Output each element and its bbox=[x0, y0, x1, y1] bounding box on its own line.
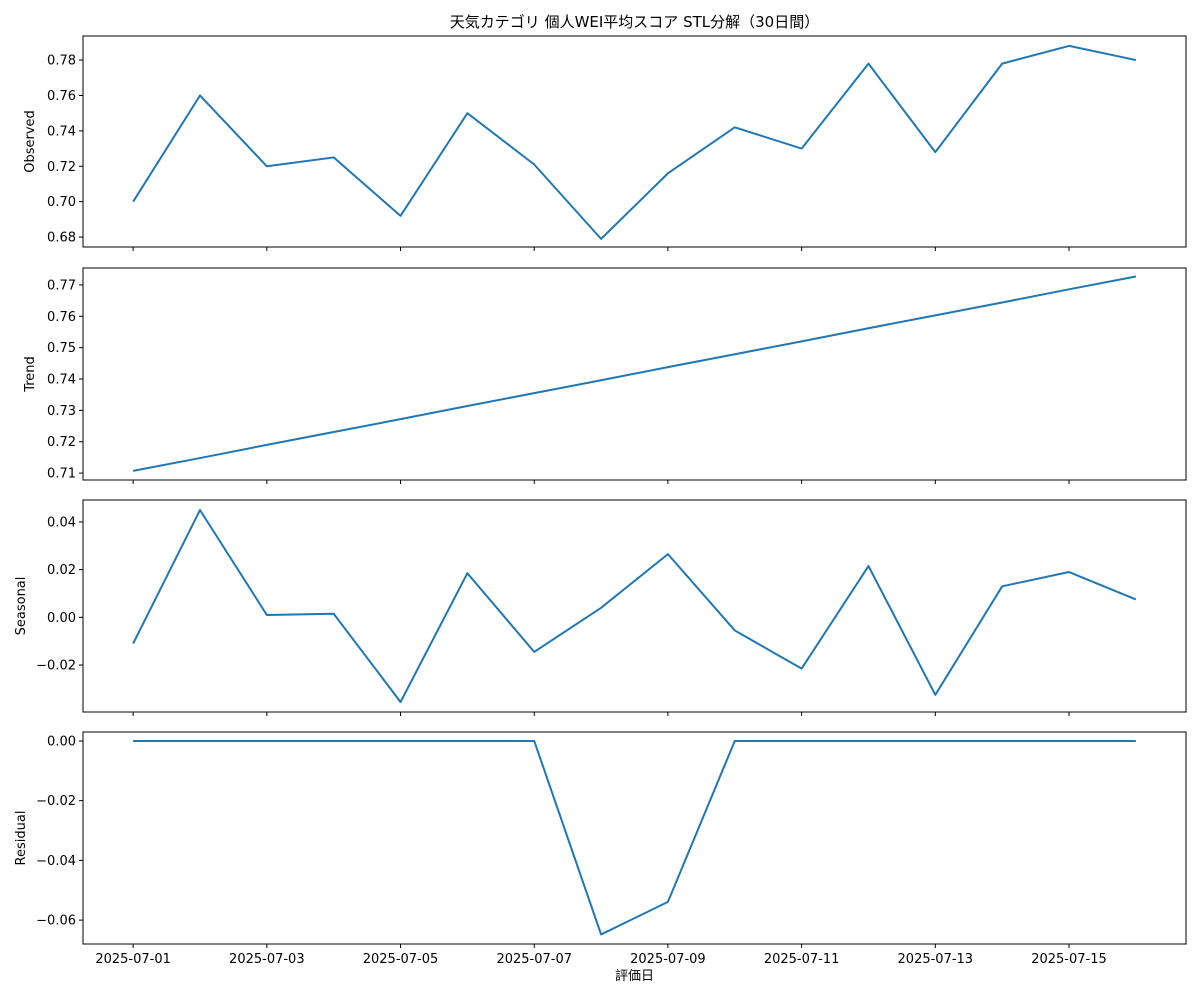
y-tick-label: 0.72 bbox=[47, 435, 76, 450]
x-tick-label: 2025-07-05 bbox=[363, 952, 439, 967]
x-tick-label: 2025-07-11 bbox=[764, 952, 840, 967]
y-tick-label: −0.02 bbox=[36, 659, 76, 674]
chart-title: 天気カテゴリ 個人WEI平均スコア STL分解（30日間） bbox=[450, 13, 819, 31]
y-tick-label: 0.71 bbox=[47, 467, 76, 482]
x-tick-label: 2025-07-01 bbox=[95, 952, 171, 967]
y-tick-label: 0.78 bbox=[47, 54, 76, 69]
plot-frame bbox=[82, 35, 1187, 248]
plot-frame bbox=[82, 499, 1187, 713]
y-tick-label: 0.77 bbox=[47, 278, 76, 293]
x-tick-label: 2025-07-15 bbox=[1031, 952, 1107, 967]
y-tick-label: 0.72 bbox=[47, 160, 76, 175]
y-tick-label: 0.74 bbox=[47, 373, 76, 388]
y-axis-label: Seasonal bbox=[14, 577, 29, 636]
x-tick-label: 2025-07-03 bbox=[229, 952, 305, 967]
series-line bbox=[132, 509, 1137, 703]
y-tick-label: 0.00 bbox=[47, 734, 76, 749]
y-tick-label: 0.68 bbox=[47, 231, 76, 246]
y-axis-label: Trend bbox=[23, 356, 38, 393]
series-line bbox=[132, 275, 1137, 472]
y-tick-label: −0.04 bbox=[36, 854, 76, 869]
y-tick-label: 0.73 bbox=[47, 404, 76, 419]
y-tick-label: 0.70 bbox=[47, 195, 76, 210]
y-tick-label: −0.06 bbox=[36, 914, 76, 929]
y-tick-label: −0.02 bbox=[36, 794, 76, 809]
y-tick-label: 0.76 bbox=[47, 310, 76, 325]
x-axis-label: 評価日 bbox=[615, 969, 654, 984]
y-axis-label: Residual bbox=[14, 811, 29, 866]
y-tick-label: 0.02 bbox=[47, 563, 76, 578]
y-tick-label: 0.76 bbox=[47, 89, 76, 104]
y-tick-label: 0.75 bbox=[47, 341, 76, 356]
x-tick-label: 2025-07-09 bbox=[630, 952, 706, 967]
series-line bbox=[132, 44, 1137, 240]
series-line bbox=[133, 739, 1136, 936]
plot-frame bbox=[82, 267, 1187, 481]
x-tick-label: 2025-07-07 bbox=[496, 952, 572, 967]
y-tick-label: 0.00 bbox=[47, 611, 76, 626]
y-tick-label: 0.74 bbox=[47, 124, 76, 139]
x-tick-label: 2025-07-13 bbox=[898, 952, 974, 967]
y-axis-label: Observed bbox=[23, 110, 38, 173]
y-tick-label: 0.04 bbox=[47, 515, 76, 530]
plot-frame bbox=[82, 731, 1187, 945]
